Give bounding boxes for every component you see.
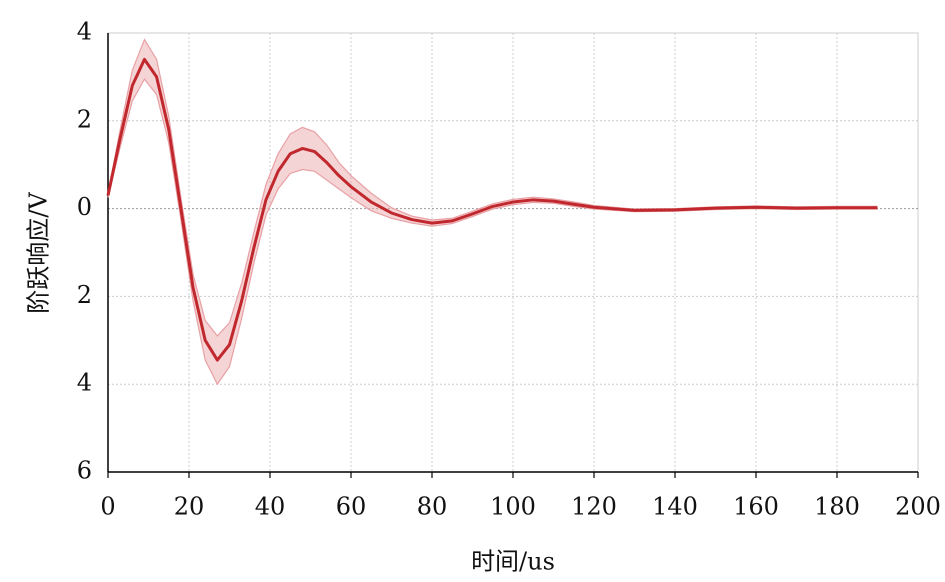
y-tick-label: 2 [77, 281, 92, 309]
x-tick-label: 20 [174, 493, 205, 521]
x-axis-title: 时间/us [471, 548, 555, 576]
y-tick-label: 4 [77, 18, 92, 46]
line-series [106, 57, 878, 362]
band-edge [107, 78, 878, 386]
x-tick-label: 120 [571, 493, 617, 521]
x-tick-label: 80 [417, 493, 448, 521]
y-tick-label: 2 [77, 105, 92, 133]
x-tick-label: 60 [336, 493, 367, 521]
x-tick-label: 180 [814, 493, 860, 521]
x-tick-label: 0 [100, 493, 115, 521]
y-tick-label: 4 [77, 369, 92, 397]
x-tick-label: 200 [895, 493, 941, 521]
y-axis-title: 阶跃响应/V [25, 192, 53, 314]
x-tick-label: 100 [490, 493, 536, 521]
x-tick-label: 160 [733, 493, 779, 521]
y-tick-label: 0 [77, 193, 92, 221]
confidence-band [108, 39, 878, 385]
x-tick-label: 140 [652, 493, 698, 521]
y-tick-label: 6 [77, 457, 92, 485]
x-tick-label: 40 [255, 493, 286, 521]
band-edge [107, 38, 878, 337]
